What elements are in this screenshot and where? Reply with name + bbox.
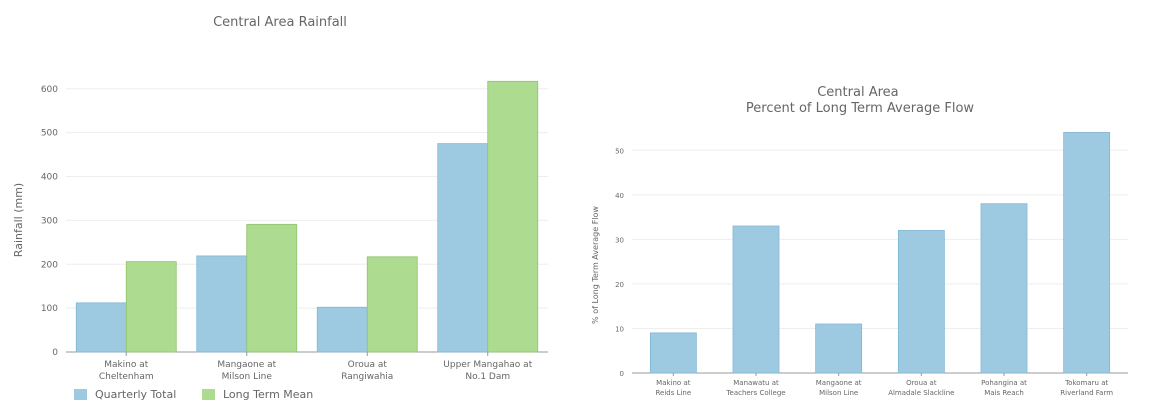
x-tick-label: Oroua at bbox=[906, 379, 937, 387]
flow-y-axis-label: % of Long Term Average Flow bbox=[591, 206, 600, 324]
bar bbox=[125, 261, 177, 353]
y-tick-label: 20 bbox=[615, 281, 624, 289]
y-tick-label: 10 bbox=[615, 325, 624, 333]
flow-bars bbox=[649, 132, 1111, 374]
y-tick-label: 400 bbox=[41, 173, 58, 183]
x-tick-label: Reids Line bbox=[655, 389, 691, 397]
rainfall-y-axis-label: Rainfall (mm) bbox=[12, 183, 25, 257]
y-tick-label: 0 bbox=[52, 348, 58, 358]
rainfall-bars bbox=[75, 80, 539, 353]
bar bbox=[897, 230, 945, 374]
bar bbox=[196, 255, 248, 353]
flow-x-ticks: Makino at Reids Line Manawatu at Teachers C… bbox=[655, 373, 1113, 397]
flow-chart-title-line-1: Central Area bbox=[817, 85, 898, 100]
x-tick-label: Mangaone at bbox=[217, 360, 276, 370]
x-tick-label: Riverland Farm bbox=[1060, 389, 1113, 397]
x-tick-label: Almadale Slackline bbox=[888, 389, 954, 397]
x-tick-label: Manawatu at bbox=[733, 379, 779, 387]
x-tick-label: Milson Line bbox=[222, 372, 273, 382]
x-tick-label: Rangiwahia bbox=[341, 372, 393, 382]
x-tick-label: Upper Mangahao at bbox=[443, 360, 532, 370]
x-tick-label: Mangaone at bbox=[816, 379, 862, 387]
y-tick-label: 300 bbox=[41, 216, 58, 226]
y-tick-label: 0 bbox=[620, 370, 624, 378]
bar bbox=[437, 143, 489, 353]
x-tick-label: Tokomaru at bbox=[1064, 379, 1108, 387]
x-tick-label: Oroua at bbox=[348, 360, 388, 370]
rainfall-chart-title: Central Area Rainfall bbox=[213, 15, 347, 30]
x-tick-label: Milson Line bbox=[819, 389, 858, 397]
x-tick-label: Teachers College bbox=[725, 389, 785, 397]
rainfall-legend: Quarterly Total Long Term Mean bbox=[74, 388, 313, 401]
rainfall-y-ticks: 0 100 200 300 400 500 600 bbox=[41, 85, 58, 358]
flow-chart: Central Area Percent of Long Term Averag… bbox=[591, 85, 1128, 397]
bar bbox=[75, 302, 127, 353]
flow-gridlines bbox=[632, 149, 1128, 374]
bar bbox=[815, 323, 863, 374]
x-tick-label: Cheltenham bbox=[99, 372, 154, 382]
y-tick-label: 200 bbox=[41, 260, 58, 270]
flow-chart-title: Central Area Percent of Long Term Averag… bbox=[746, 85, 975, 116]
bar bbox=[246, 223, 298, 353]
bar bbox=[366, 256, 418, 353]
flow-chart-title-line-2: Percent of Long Term Average Flow bbox=[746, 101, 975, 116]
bar bbox=[316, 306, 368, 353]
rainfall-x-ticks: Makino at Cheltenham Mangaone at Milson Lin… bbox=[99, 352, 533, 382]
x-tick-label: Makino at bbox=[104, 360, 149, 370]
y-tick-label: 600 bbox=[41, 85, 58, 95]
x-tick-label: Pohangina at bbox=[981, 379, 1027, 387]
legend-swatch bbox=[74, 389, 87, 400]
rainfall-chart: Central Area Rainfall Rainfall (mm) 0 100… bbox=[12, 15, 548, 401]
legend-label: Quarterly Total bbox=[95, 388, 176, 401]
bar bbox=[732, 225, 780, 374]
y-tick-label: 500 bbox=[41, 129, 58, 139]
legend-label: Long Term Mean bbox=[223, 388, 313, 401]
x-tick-label: Makino at bbox=[656, 379, 691, 387]
bar bbox=[487, 80, 539, 353]
y-tick-label: 40 bbox=[615, 192, 624, 200]
flow-y-ticks: 0 10 20 30 40 50 bbox=[615, 147, 624, 378]
bar bbox=[1063, 132, 1111, 374]
bar bbox=[649, 332, 697, 374]
legend-swatch bbox=[202, 389, 215, 400]
x-tick-label: No.1 Dam bbox=[465, 372, 510, 382]
bar bbox=[980, 203, 1028, 374]
y-tick-label: 50 bbox=[615, 147, 624, 155]
y-tick-label: 30 bbox=[615, 236, 624, 244]
y-tick-label: 100 bbox=[41, 304, 58, 314]
x-tick-label: Mais Reach bbox=[984, 389, 1024, 397]
